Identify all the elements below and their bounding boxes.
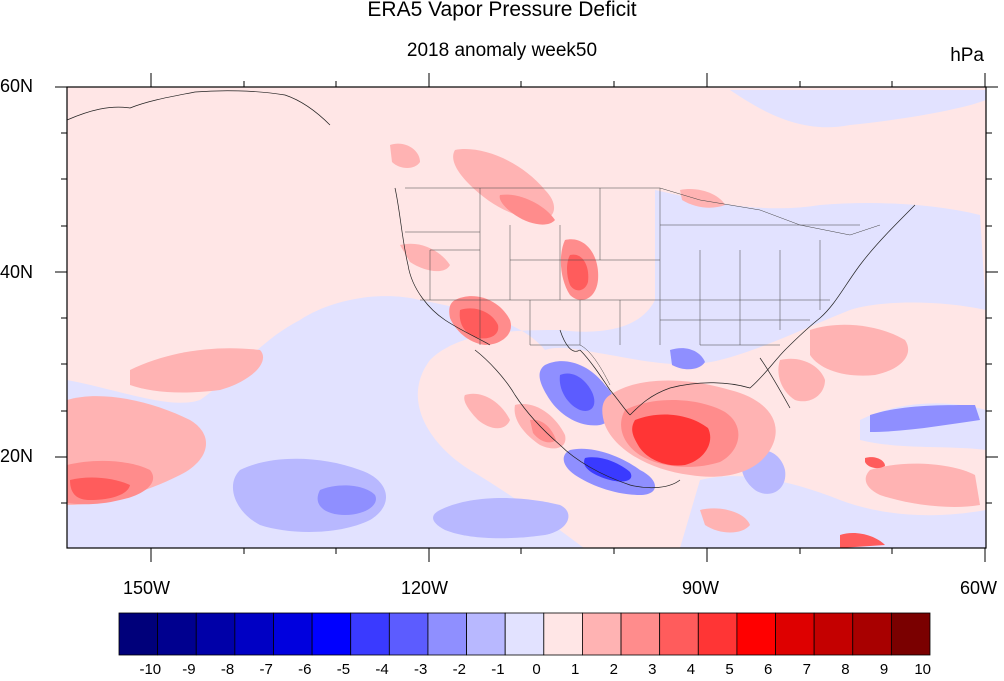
colorbar-tick-label: -7 (259, 661, 273, 678)
colorbar-tick-label: 4 (686, 661, 696, 678)
colorbar-swatch (273, 612, 313, 656)
tick-marks (55, 73, 998, 562)
colorbar-swatch (543, 612, 583, 656)
colorbar-tick-label: -6 (298, 661, 312, 678)
colorbar-swatch (234, 612, 274, 656)
colorbar-swatch (852, 612, 892, 656)
colorbar-tick-label: 5 (725, 661, 734, 678)
lon-label-90w: 90W (682, 578, 720, 598)
colorbar-tick-label: -3 (413, 661, 428, 678)
colorbar-swatch (466, 612, 506, 656)
colorbar-tick-label: 0 (532, 661, 541, 678)
colorbar-swatch (195, 612, 236, 656)
colorbar-swatch (427, 612, 467, 656)
lon-label-150w: 150W (123, 578, 171, 598)
colorbar-tick-label: 8 (841, 661, 850, 678)
colorbar-swatch (350, 612, 390, 656)
colorbar-swatch (620, 612, 661, 656)
state-borders (405, 187, 881, 386)
lat-label-60n: 60N (0, 76, 34, 96)
colorbar-swatch (311, 612, 352, 656)
map-subtitle: 2018 anomaly week50 (406, 40, 598, 61)
colorbar-tick-label: 3 (648, 661, 657, 678)
colorbar-tick-label: -5 (336, 661, 351, 678)
lon-label-60w: 60W (960, 578, 998, 598)
colorbar-tick-label: -10 (139, 661, 162, 678)
colorbar-swatch (775, 612, 815, 656)
colorbar-tick-label: 6 (764, 661, 773, 678)
colorbar-swatch (736, 612, 776, 656)
map-title: ERA5 Vapor Pressure Deficit (367, 0, 637, 21)
coastlines (66, 90, 916, 489)
colorbar-swatch (813, 612, 854, 656)
colorbar-tick-label: 9 (879, 661, 889, 678)
colorbar-tick-label: 10 (914, 661, 932, 678)
colorbar-swatch (890, 612, 931, 656)
lon-label-120w: 120W (401, 578, 449, 598)
colorbar-tick-label: -9 (182, 661, 196, 678)
colorbar (118, 612, 931, 656)
lat-label-20n: 20N (0, 446, 34, 466)
colorbar-tick-label: -2 (452, 661, 466, 678)
colorbar-swatch (659, 612, 699, 656)
colorbar-tick-label: 2 (609, 661, 618, 678)
colorbar-tick-label: 1 (570, 661, 580, 678)
colorbar-tick-label: -8 (220, 661, 235, 678)
colorbar-swatch (118, 612, 159, 656)
colorbar-tick-label: -1 (491, 661, 505, 678)
colorbar-tick-label: -4 (375, 661, 389, 678)
colorbar-swatch (157, 612, 197, 656)
colorbar-swatch (582, 612, 622, 656)
units-label: hPa (950, 45, 984, 66)
lat-label-40n: 40N (0, 262, 34, 282)
colorbar-swatch (697, 612, 738, 656)
colorbar-swatch (504, 612, 545, 656)
colorbar-tick-label: 7 (802, 661, 811, 678)
colorbar-swatch (388, 612, 429, 656)
anomaly-field (67, 87, 986, 548)
